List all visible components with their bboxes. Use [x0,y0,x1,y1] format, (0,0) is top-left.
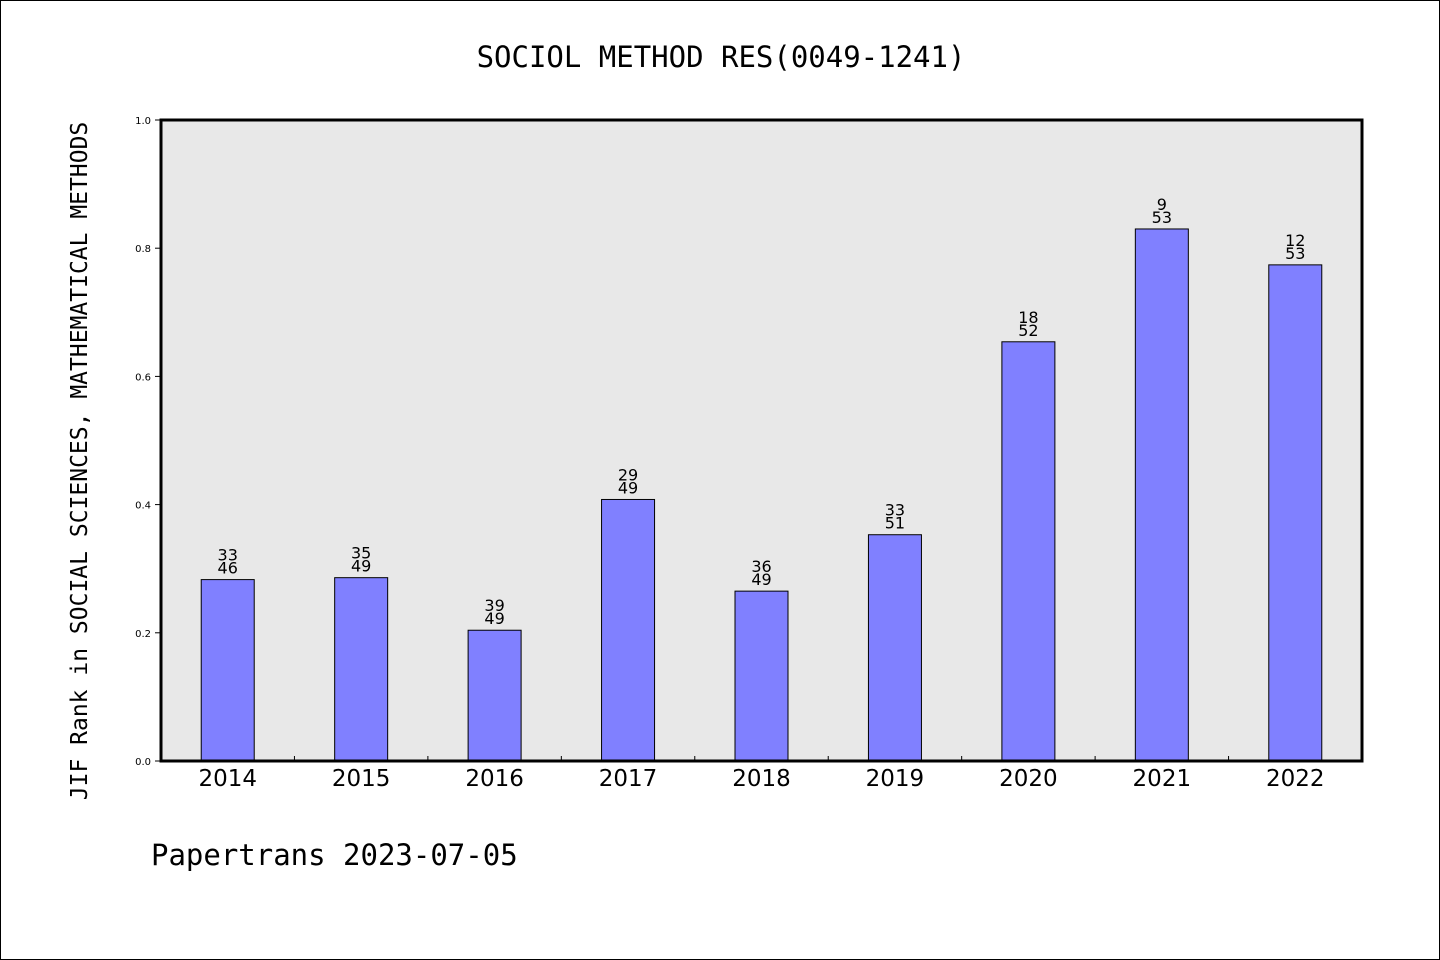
bar-rank-label: 18 [1018,308,1038,327]
bar-2022 [1268,264,1323,762]
bar-2019 [867,534,922,762]
bar-rank-label: 33 [218,546,238,565]
y-tick-label: 0.4 [135,501,151,512]
x-tick-label: 2014 [198,766,257,792]
bar-2020 [1001,341,1056,762]
bar-total-label: 46 [218,559,238,578]
bar-total-label: 49 [351,557,371,576]
x-tick-label: 2021 [1133,766,1192,792]
y-axis-label: JIF Rank in SOCIAL SCIENCES, MATHEMATICA… [67,122,93,801]
bar-2016 [467,629,522,762]
bar-total-label: 53 [1285,244,1305,263]
y-tick-label: 0.8 [135,244,151,255]
bar-2014 [200,579,255,762]
bar-rank-label: 33 [885,501,905,520]
x-tick-label: 2015 [332,766,391,792]
bar-rank-label: 12 [1285,231,1305,250]
x-tick-label: 2016 [465,766,524,792]
x-tick-label: 2019 [866,766,925,792]
bar-total-label: 51 [885,514,905,533]
chart-title: SOCIOL METHOD RES(0049-1241) [477,40,966,74]
x-axis-ticks: 2014 2015 2016 2017 2018 2019 2020 2021 2022 [198,756,1325,792]
bar-2017 [601,498,656,762]
y-tick-label: 0.0 [135,757,151,768]
plot-border [159,118,1364,763]
bar-total-label: 52 [1018,321,1038,340]
bar-2021 [1134,228,1189,762]
bar-rank-label: 29 [618,465,638,484]
watermark-text: Papertrans 2023-07-05 [151,838,518,872]
y-tick-label: 0.6 [135,372,151,383]
bar-total-label: 49 [751,570,771,589]
bar-total-label: 49 [484,609,504,628]
x-tick-label: 2020 [999,766,1058,792]
y-axis-ticks: 0.0 0.2 0.4 0.6 0.8 1.0 [135,116,161,768]
bar-2015 [334,577,389,762]
bar-rank-label: 36 [751,557,771,576]
bar-total-label: 53 [1152,208,1172,227]
bar-rank-label: 9 [1157,195,1167,214]
bar-rank-label: 39 [484,596,504,615]
x-tick-label: 2018 [732,766,791,792]
bar-rank-label: 35 [351,544,371,563]
y-tick-label: 1.0 [135,116,151,127]
x-tick-label: 2017 [599,766,658,792]
y-tick-label: 0.2 [135,629,151,640]
bar-2018 [734,590,789,762]
bar-series [200,228,1323,762]
bar-total-label: 49 [618,478,638,497]
x-tick-label: 2022 [1266,766,1325,792]
